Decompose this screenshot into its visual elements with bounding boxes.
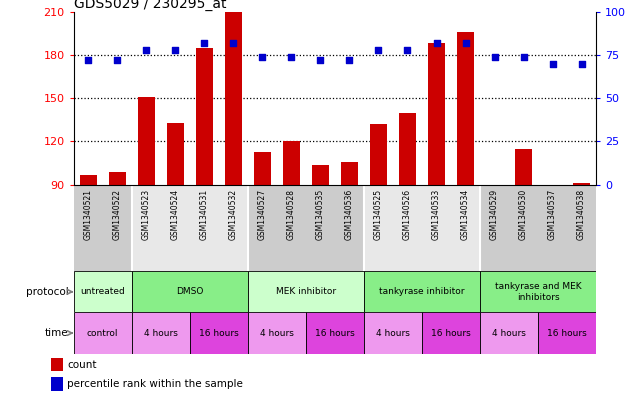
Bar — [224, 12, 242, 185]
Text: GSM1340524: GSM1340524 — [171, 189, 179, 240]
Bar — [341, 162, 358, 185]
Bar — [248, 312, 306, 354]
Text: control: control — [87, 329, 119, 338]
Point — [344, 57, 354, 63]
Bar — [196, 48, 213, 185]
Text: 4 hours: 4 hours — [376, 329, 410, 338]
Text: GSM1340535: GSM1340535 — [316, 189, 325, 240]
Text: protocol: protocol — [26, 287, 69, 297]
Bar — [544, 185, 562, 186]
Text: GSM1340531: GSM1340531 — [200, 189, 209, 240]
Text: GSM1340521: GSM1340521 — [84, 189, 93, 240]
Bar — [364, 185, 480, 271]
Text: GSM1340538: GSM1340538 — [577, 189, 586, 240]
Bar — [364, 312, 422, 354]
Bar — [364, 271, 480, 312]
Text: time: time — [45, 328, 69, 338]
Text: GSM1340532: GSM1340532 — [229, 189, 238, 240]
Bar — [167, 123, 184, 185]
Text: GSM1340527: GSM1340527 — [258, 189, 267, 240]
Bar — [480, 312, 538, 354]
Bar — [248, 185, 364, 271]
Text: percentile rank within the sample: percentile rank within the sample — [67, 379, 243, 389]
Text: GSM1340534: GSM1340534 — [461, 189, 470, 240]
Point — [490, 53, 500, 60]
Point — [460, 40, 470, 46]
Bar — [79, 174, 97, 185]
Text: tankyrase and MEK
inhibitors: tankyrase and MEK inhibitors — [495, 282, 581, 301]
Point — [315, 57, 326, 63]
Point — [257, 53, 267, 60]
Text: untreated: untreated — [80, 287, 125, 296]
Text: MEK inhibitor: MEK inhibitor — [276, 287, 336, 296]
Bar — [312, 165, 329, 185]
Text: GSM1340526: GSM1340526 — [403, 189, 412, 240]
Point — [170, 47, 180, 53]
Point — [373, 47, 383, 53]
Point — [287, 53, 297, 60]
Text: 4 hours: 4 hours — [144, 329, 178, 338]
Text: 16 hours: 16 hours — [547, 329, 587, 338]
Bar — [190, 312, 248, 354]
Point — [576, 61, 587, 67]
Text: 16 hours: 16 hours — [315, 329, 355, 338]
Bar — [74, 185, 132, 271]
Text: GSM1340537: GSM1340537 — [548, 189, 557, 240]
Bar — [51, 358, 63, 371]
Bar — [51, 377, 63, 391]
Bar — [399, 113, 416, 185]
Bar — [108, 172, 126, 185]
Point — [519, 53, 529, 60]
Text: tankyrase inhibitor: tankyrase inhibitor — [379, 287, 465, 296]
Bar — [74, 312, 132, 354]
Bar — [74, 271, 132, 312]
Bar — [248, 271, 364, 312]
Bar — [515, 149, 532, 185]
Point — [199, 40, 210, 46]
Point — [547, 61, 558, 67]
Bar — [283, 141, 300, 185]
Text: GSM1340525: GSM1340525 — [374, 189, 383, 240]
Bar — [254, 152, 271, 185]
Text: GDS5029 / 230295_at: GDS5029 / 230295_at — [74, 0, 226, 11]
Bar — [480, 271, 596, 312]
Text: GSM1340533: GSM1340533 — [432, 189, 441, 240]
Bar — [480, 185, 596, 271]
Text: 4 hours: 4 hours — [492, 329, 526, 338]
Text: GSM1340529: GSM1340529 — [490, 189, 499, 240]
Text: GSM1340522: GSM1340522 — [113, 189, 122, 240]
Point — [83, 57, 94, 63]
Text: GSM1340523: GSM1340523 — [142, 189, 151, 240]
Point — [228, 40, 238, 46]
Bar — [132, 312, 190, 354]
Text: GSM1340536: GSM1340536 — [345, 189, 354, 240]
Point — [403, 47, 413, 53]
Bar — [486, 185, 503, 187]
Text: 4 hours: 4 hours — [260, 329, 294, 338]
Bar — [306, 312, 364, 354]
Text: 16 hours: 16 hours — [431, 329, 471, 338]
Bar — [132, 271, 248, 312]
Bar — [370, 124, 387, 185]
Point — [141, 47, 151, 53]
Bar — [573, 183, 590, 185]
Text: GSM1340530: GSM1340530 — [519, 189, 528, 240]
Text: DMSO: DMSO — [176, 287, 203, 296]
Bar — [457, 32, 474, 185]
Text: 16 hours: 16 hours — [199, 329, 238, 338]
Text: count: count — [67, 360, 97, 370]
Bar — [428, 44, 445, 185]
Bar — [138, 97, 155, 185]
Point — [431, 40, 442, 46]
Bar — [132, 185, 248, 271]
Bar — [538, 312, 596, 354]
Text: GSM1340528: GSM1340528 — [287, 189, 296, 240]
Point — [112, 57, 122, 63]
Bar — [422, 312, 480, 354]
